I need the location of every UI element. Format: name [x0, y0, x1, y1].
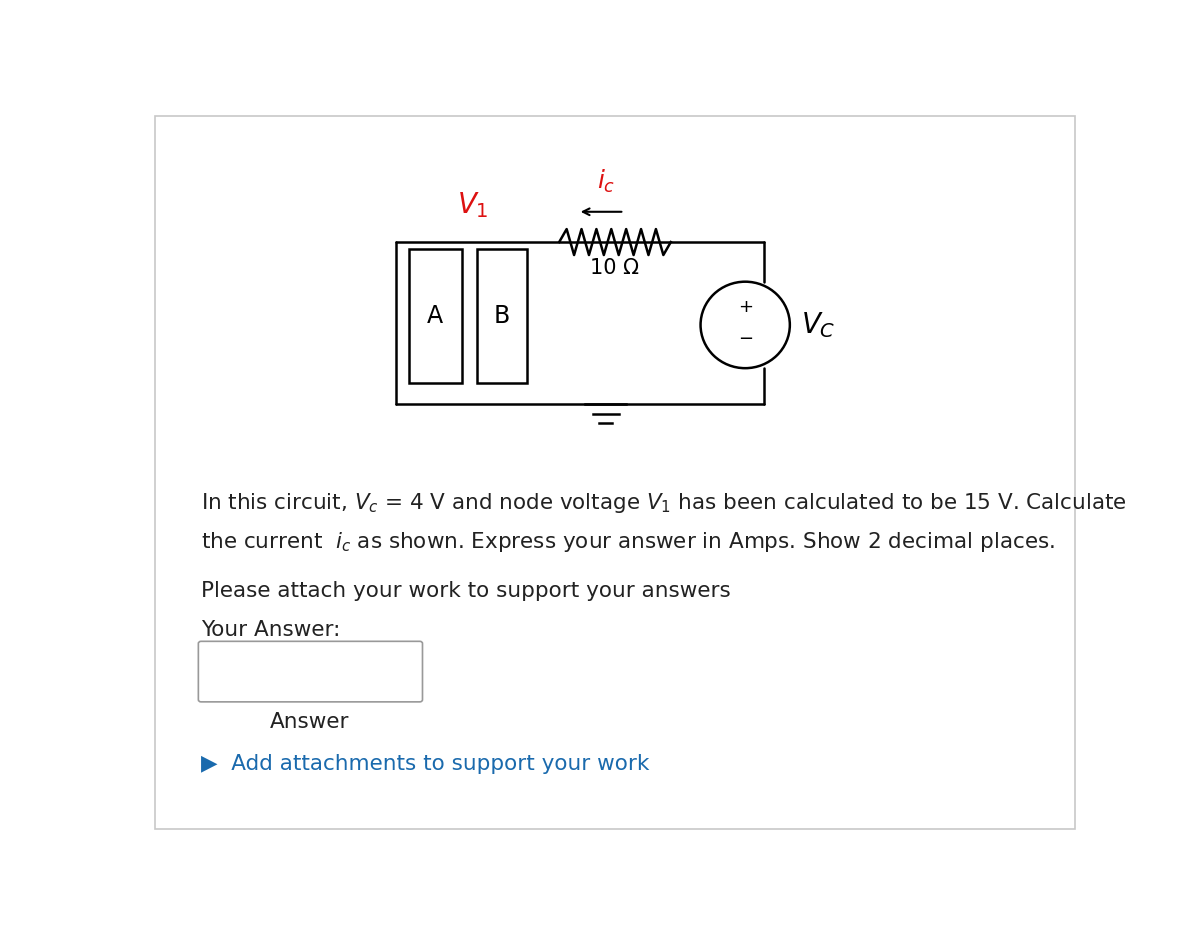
- Bar: [478, 249, 527, 383]
- Bar: [408, 249, 462, 383]
- Text: ▶  Add attachments to support your work: ▶ Add attachments to support your work: [202, 753, 649, 774]
- Text: B: B: [494, 304, 510, 328]
- Text: 10 Ω: 10 Ω: [590, 258, 640, 278]
- Text: In this circuit, $V_c$ = 4 V and node voltage $V_1$ has been calculated to be 15: In this circuit, $V_c$ = 4 V and node vo…: [202, 490, 1127, 515]
- Text: the current  $i_c$ as shown. Express your answer in Amps. Show 2 decimal places.: the current $i_c$ as shown. Express your…: [202, 531, 1055, 554]
- Text: +: +: [738, 298, 752, 316]
- Text: Answer: Answer: [270, 712, 349, 732]
- Text: $i_c$: $i_c$: [596, 168, 614, 196]
- Text: $V_1$: $V_1$: [457, 191, 488, 220]
- Text: A: A: [427, 304, 443, 328]
- Text: Your Answer:: Your Answer:: [202, 621, 341, 640]
- Text: $V_C$: $V_C$: [802, 310, 835, 340]
- Text: Please attach your work to support your answers: Please attach your work to support your …: [202, 580, 731, 601]
- Ellipse shape: [701, 282, 790, 368]
- FancyBboxPatch shape: [198, 641, 422, 702]
- Text: −: −: [738, 330, 752, 348]
